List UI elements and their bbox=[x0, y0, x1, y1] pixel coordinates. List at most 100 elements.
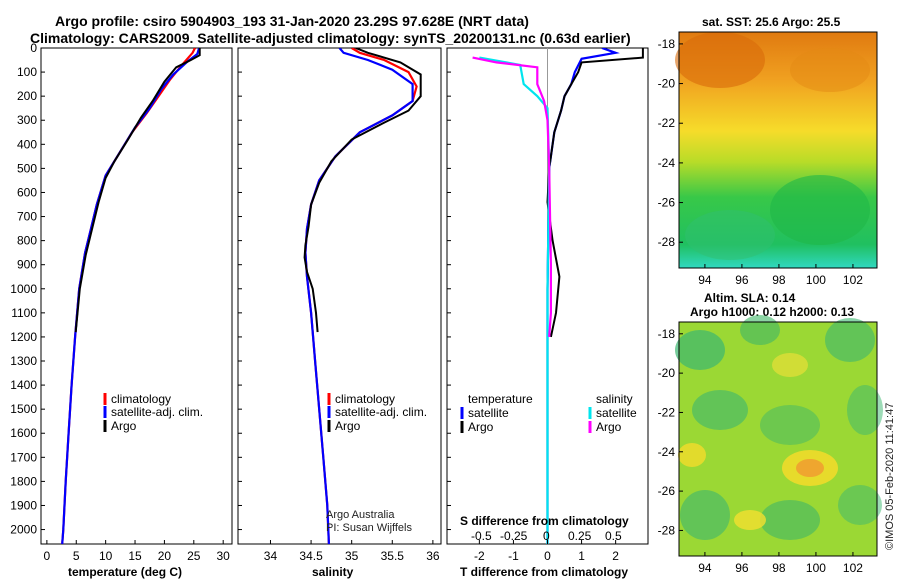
title-line-1: Argo profile: csiro 5904903_193 31-Jan-2… bbox=[55, 13, 529, 29]
credit-line-2: PI: Susan Wijffels bbox=[326, 522, 412, 534]
depth-tick-label: 1200 bbox=[10, 330, 37, 344]
map-y-tick-label: -24 bbox=[658, 156, 676, 170]
sla-map-title-1: Altim. SLA: 0.14 bbox=[704, 291, 796, 305]
series-line-t-argo bbox=[546, 48, 644, 338]
sla-map bbox=[675, 315, 883, 557]
sla-map-frame bbox=[678, 321, 878, 557]
sla-map-title-2: Argo h1000: 0.12 h2000: 0.13 bbox=[690, 305, 854, 319]
x-tick-label: 10 bbox=[99, 549, 113, 563]
map-y-tick-label: -18 bbox=[658, 327, 676, 341]
temperature-legend: climatology satellite-adj. clim. Argo bbox=[103, 392, 203, 433]
depth-tick-label: 900 bbox=[17, 258, 37, 272]
depth-tick-label: 300 bbox=[17, 113, 37, 127]
map-y-tick-label: -22 bbox=[658, 405, 676, 419]
legend-label: Argo bbox=[335, 419, 361, 433]
legend-label: Argo bbox=[596, 420, 622, 434]
x-tick-label: 34 bbox=[264, 549, 278, 563]
x-tick-label: 1 bbox=[578, 549, 585, 563]
x-tick-label: 35.5 bbox=[381, 549, 405, 563]
sla-high-patch bbox=[772, 353, 808, 377]
series-line-satellite-adj-clim- bbox=[61, 48, 201, 544]
sla-low-patch bbox=[825, 318, 875, 362]
x-tick-label: 0 bbox=[544, 549, 551, 563]
s-difference-label: S difference from climatology bbox=[460, 514, 629, 528]
legend-label: satellite bbox=[468, 406, 509, 420]
map-y-tick-label: -20 bbox=[658, 77, 676, 91]
title-line-2: Climatology: CARS2009. Satellite-adjuste… bbox=[30, 30, 631, 46]
depth-axis: 0 100 200 300 400 500 600 700 800 900 1000 1100 1200… bbox=[10, 41, 451, 537]
temperature-x-axis: 0 5 10 15 20 25 30 bbox=[44, 540, 231, 563]
depth-tick-label: 1500 bbox=[10, 402, 37, 416]
sst-map-title: sat. SST: 25.6 Argo: 25.5 bbox=[702, 15, 841, 29]
s-tick: 0.5 bbox=[605, 529, 622, 543]
map-x-tick-label: 96 bbox=[735, 561, 749, 575]
credit-line-1: Argo Australia bbox=[326, 509, 395, 521]
depth-tick-label: 500 bbox=[17, 161, 37, 175]
map-x-tick-label: 100 bbox=[806, 273, 826, 287]
salinity-panel bbox=[237, 47, 442, 545]
s-difference-ticks: -0.5 -0.25 0 0.25 0.5 bbox=[471, 529, 622, 543]
map-y-tick-label: -26 bbox=[658, 484, 676, 498]
sla-low-patch bbox=[675, 330, 725, 370]
depth-tick-label: 2000 bbox=[10, 523, 37, 537]
depth-tick-label: 1700 bbox=[10, 450, 37, 464]
sla-high-patch bbox=[734, 510, 766, 530]
legend-label: satellite-adj. clim. bbox=[111, 405, 203, 419]
difference-xlabel: T difference from climatology bbox=[460, 565, 628, 579]
depth-tick-label: 1600 bbox=[10, 426, 37, 440]
x-tick-label: 30 bbox=[217, 549, 231, 563]
s-tick: 0 bbox=[543, 529, 550, 543]
depth-tick-label: 1900 bbox=[10, 498, 37, 512]
legend-label: satellite-adj. clim. bbox=[335, 405, 427, 419]
map-y-tick-label: -24 bbox=[658, 445, 676, 459]
depth-tick-label: 600 bbox=[17, 185, 37, 199]
sla-low-patch bbox=[847, 385, 883, 435]
map-x-tick-label: 94 bbox=[698, 561, 712, 575]
map-y-tick-label: -28 bbox=[658, 235, 676, 249]
s-tick: -0.5 bbox=[471, 529, 492, 543]
sst-cool-patch bbox=[685, 210, 775, 260]
legend-label: satellite bbox=[596, 406, 637, 420]
x-tick-label: 2 bbox=[612, 549, 619, 563]
series-line-argo bbox=[303, 48, 422, 333]
x-tick-label: 0 bbox=[44, 549, 51, 563]
series-line-argo bbox=[74, 48, 201, 333]
series-line-satellite-adj-clim- bbox=[304, 48, 414, 544]
map-y-tick-label: -28 bbox=[658, 523, 676, 537]
difference-x-axis: -2 -1 0 1 2 bbox=[474, 540, 619, 563]
x-tick-label: 35 bbox=[345, 549, 359, 563]
depth-tick-label: 1800 bbox=[10, 474, 37, 488]
x-tick-label: -2 bbox=[474, 549, 485, 563]
x-tick-label: 34.5 bbox=[299, 549, 323, 563]
map-y-tick-label: -22 bbox=[658, 116, 676, 130]
map-x-tick-label: 98 bbox=[772, 273, 786, 287]
salinity-legend: climatology satellite-adj. clim. Argo Ar… bbox=[326, 392, 427, 534]
map-y-tick-label: -26 bbox=[658, 196, 676, 210]
depth-tick-label: 100 bbox=[17, 65, 37, 79]
map-x-tick-label: 98 bbox=[772, 561, 786, 575]
depth-tick-label: 200 bbox=[17, 89, 37, 103]
sla-high-patch bbox=[678, 443, 706, 467]
sla-low-patch bbox=[740, 315, 780, 345]
series-line-s-argo bbox=[472, 56, 553, 337]
map-x-tick-label: 100 bbox=[806, 561, 826, 575]
x-tick-label: 20 bbox=[158, 549, 172, 563]
legend-title-salinity: salinity bbox=[596, 392, 633, 406]
series-line-climatology bbox=[61, 48, 196, 544]
x-tick-label: 15 bbox=[128, 549, 142, 563]
depth-tick-label: 800 bbox=[17, 234, 37, 248]
s-tick: 0.25 bbox=[568, 529, 592, 543]
temperature-panel bbox=[40, 47, 233, 545]
map-x-tick-label: 102 bbox=[843, 273, 863, 287]
sla-low-patch bbox=[838, 485, 882, 525]
legend-label: climatology bbox=[335, 392, 395, 406]
sst-map bbox=[675, 31, 878, 269]
x-tick-label: 36 bbox=[426, 549, 440, 563]
series-line-climatology bbox=[304, 48, 418, 544]
depth-tick-label: 0 bbox=[30, 41, 37, 55]
depth-tick-label: 1300 bbox=[10, 354, 37, 368]
sst-warm-patch bbox=[790, 48, 870, 92]
depth-tick-label: 700 bbox=[17, 210, 37, 224]
salinity-x-axis: 34 34.5 35 35.5 36 bbox=[264, 540, 440, 563]
